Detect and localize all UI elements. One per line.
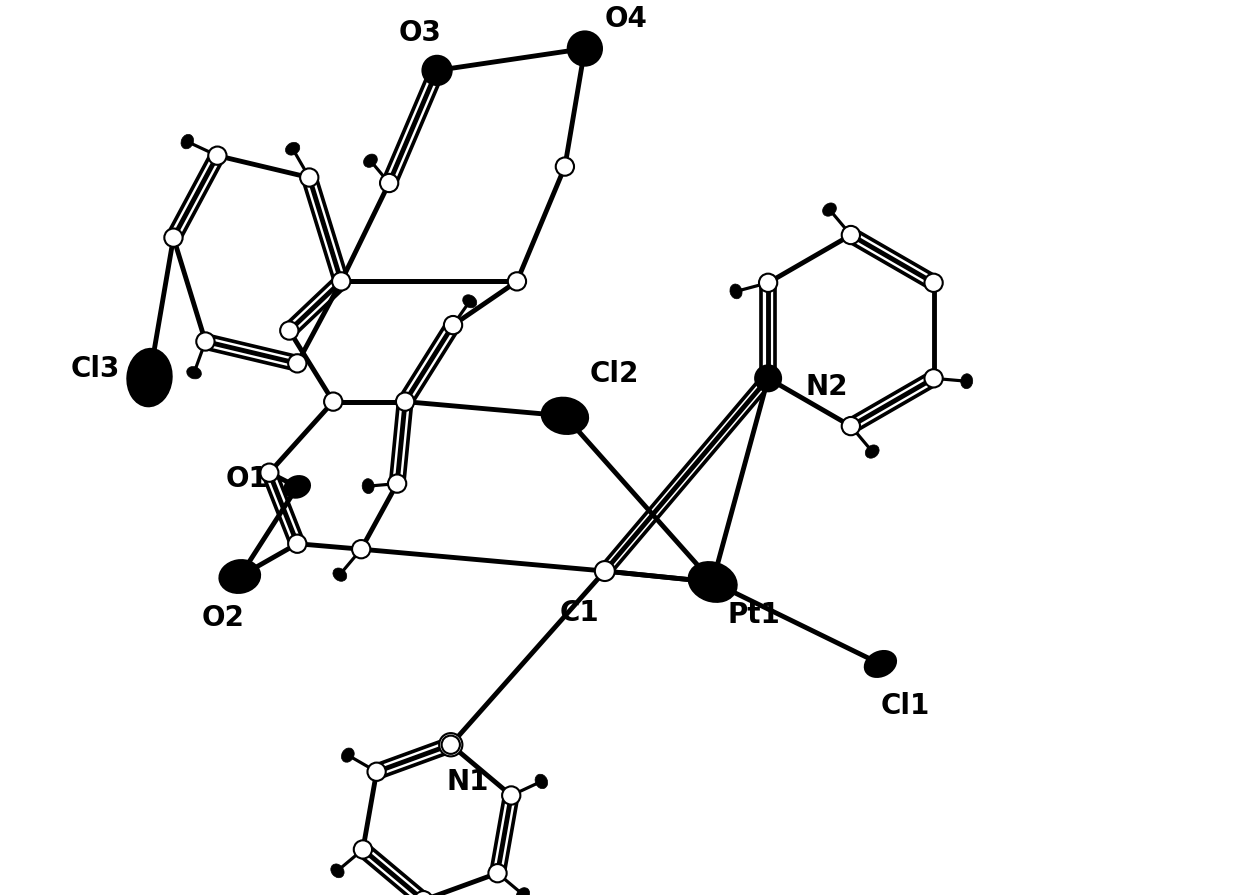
Ellipse shape — [128, 349, 171, 406]
Ellipse shape — [423, 56, 451, 84]
Ellipse shape — [362, 478, 374, 494]
Ellipse shape — [280, 322, 299, 340]
Ellipse shape — [556, 158, 574, 176]
Ellipse shape — [396, 392, 414, 410]
Ellipse shape — [353, 840, 372, 858]
Ellipse shape — [288, 354, 306, 373]
Ellipse shape — [324, 392, 342, 410]
Ellipse shape — [536, 774, 548, 788]
Ellipse shape — [165, 228, 182, 246]
Ellipse shape — [925, 273, 942, 292]
Text: N1: N1 — [446, 768, 489, 797]
Ellipse shape — [414, 891, 433, 896]
Text: Cl3: Cl3 — [71, 355, 120, 383]
Ellipse shape — [352, 540, 371, 558]
Ellipse shape — [219, 561, 259, 592]
Text: O3: O3 — [399, 19, 441, 47]
Ellipse shape — [842, 226, 861, 245]
Ellipse shape — [755, 366, 780, 391]
Text: N2: N2 — [805, 373, 847, 401]
Ellipse shape — [822, 202, 837, 216]
Ellipse shape — [866, 445, 879, 458]
Ellipse shape — [444, 316, 463, 334]
Ellipse shape — [181, 134, 193, 149]
Ellipse shape — [441, 736, 460, 754]
Text: C1: C1 — [560, 599, 600, 626]
Ellipse shape — [288, 535, 306, 553]
Ellipse shape — [367, 762, 386, 781]
Ellipse shape — [961, 374, 972, 389]
Text: Cl2: Cl2 — [590, 360, 640, 388]
Ellipse shape — [568, 32, 601, 65]
Ellipse shape — [331, 864, 343, 878]
Ellipse shape — [285, 477, 310, 497]
Ellipse shape — [463, 295, 476, 308]
Ellipse shape — [516, 888, 529, 896]
Ellipse shape — [542, 398, 588, 434]
Ellipse shape — [595, 561, 615, 581]
Ellipse shape — [759, 273, 777, 292]
Ellipse shape — [187, 366, 201, 379]
Ellipse shape — [341, 748, 355, 762]
Ellipse shape — [689, 563, 737, 601]
Ellipse shape — [730, 284, 742, 298]
Ellipse shape — [866, 651, 895, 676]
Ellipse shape — [363, 154, 377, 168]
Text: O1: O1 — [226, 464, 269, 493]
Ellipse shape — [332, 568, 347, 582]
Ellipse shape — [489, 864, 507, 883]
Text: O2: O2 — [202, 604, 244, 632]
Ellipse shape — [260, 463, 279, 482]
Text: Pt1: Pt1 — [728, 601, 780, 629]
Ellipse shape — [388, 475, 407, 493]
Ellipse shape — [842, 417, 861, 435]
Ellipse shape — [332, 272, 351, 290]
Ellipse shape — [285, 142, 300, 155]
Text: O4: O4 — [605, 5, 647, 33]
Ellipse shape — [196, 332, 215, 350]
Ellipse shape — [439, 733, 463, 756]
Ellipse shape — [208, 147, 227, 165]
Ellipse shape — [300, 168, 319, 186]
Ellipse shape — [925, 369, 942, 387]
Ellipse shape — [379, 174, 398, 192]
Ellipse shape — [502, 787, 521, 805]
Ellipse shape — [508, 272, 526, 290]
Text: Cl1: Cl1 — [880, 692, 930, 719]
